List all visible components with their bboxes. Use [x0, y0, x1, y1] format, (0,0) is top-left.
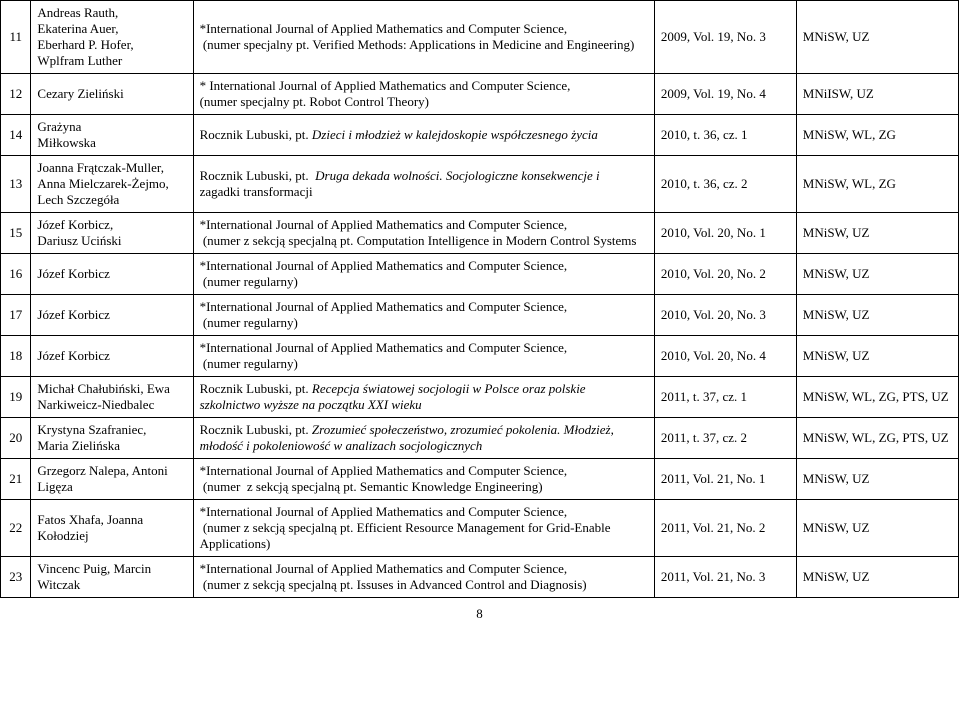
year-cell: 2010, t. 36, cz. 1 [654, 115, 796, 156]
row-number: 18 [1, 336, 31, 377]
author-cell: Józef Korbicz [31, 295, 193, 336]
row-number: 16 [1, 254, 31, 295]
table-row: 20Krystyna Szafraniec,Maria ZielińskaRoc… [1, 418, 959, 459]
author-cell: Józef Korbicz,Dariusz Uciński [31, 213, 193, 254]
table-row: 11Andreas Rauth,Ekaterina Auer,Eberhard … [1, 1, 959, 74]
row-number: 13 [1, 156, 31, 213]
funding-cell: MNiSW, WL, ZG, PTS, UZ [796, 377, 958, 418]
author-cell: Fatos Xhafa, JoannaKołodziej [31, 500, 193, 557]
year-cell: 2011, t. 37, cz. 2 [654, 418, 796, 459]
row-number: 11 [1, 1, 31, 74]
year-cell: 2011, t. 37, cz. 1 [654, 377, 796, 418]
year-cell: 2009, Vol. 19, No. 3 [654, 1, 796, 74]
year-cell: 2010, Vol. 20, No. 3 [654, 295, 796, 336]
publication-cell: *International Journal of Applied Mathem… [193, 213, 654, 254]
publication-cell: *International Journal of Applied Mathem… [193, 1, 654, 74]
publication-cell: Rocznik Lubuski, pt. Dzieci i młodzież w… [193, 115, 654, 156]
author-cell: Grzegorz Nalepa, AntoniLigęza [31, 459, 193, 500]
publication-cell: Rocznik Lubuski, pt. Recepcja światowej … [193, 377, 654, 418]
table-row: 23Vincenc Puig, MarcinWitczak*Internatio… [1, 557, 959, 598]
author-cell: Andreas Rauth,Ekaterina Auer,Eberhard P.… [31, 1, 193, 74]
table-row: 13Joanna Frątczak-Muller,Anna Mielczarek… [1, 156, 959, 213]
row-number: 23 [1, 557, 31, 598]
row-number: 22 [1, 500, 31, 557]
year-cell: 2009, Vol. 19, No. 4 [654, 74, 796, 115]
row-number: 20 [1, 418, 31, 459]
author-cell: Krystyna Szafraniec,Maria Zielińska [31, 418, 193, 459]
funding-cell: MNiSW, UZ [796, 295, 958, 336]
publication-cell: *International Journal of Applied Mathem… [193, 557, 654, 598]
table-row: 22Fatos Xhafa, JoannaKołodziej*Internati… [1, 500, 959, 557]
table-row: 15Józef Korbicz,Dariusz Uciński*Internat… [1, 213, 959, 254]
author-cell: Józef Korbicz [31, 254, 193, 295]
table-row: 19Michał Chałubiński, EwaNarkiweicz-Nied… [1, 377, 959, 418]
table-row: 14GrażynaMiłkowskaRocznik Lubuski, pt. D… [1, 115, 959, 156]
author-cell: Michał Chałubiński, EwaNarkiweicz-Niedba… [31, 377, 193, 418]
publication-cell: *International Journal of Applied Mathem… [193, 459, 654, 500]
author-cell: Vincenc Puig, MarcinWitczak [31, 557, 193, 598]
funding-cell: MNiSW, UZ [796, 500, 958, 557]
author-cell: Cezary Zieliński [31, 74, 193, 115]
row-number: 17 [1, 295, 31, 336]
page-number: 8 [0, 598, 959, 622]
author-cell: GrażynaMiłkowska [31, 115, 193, 156]
funding-cell: MNiSW, UZ [796, 1, 958, 74]
year-cell: 2011, Vol. 21, No. 2 [654, 500, 796, 557]
publication-cell: Rocznik Lubuski, pt. Druga dekada wolnoś… [193, 156, 654, 213]
publication-cell: *International Journal of Applied Mathem… [193, 500, 654, 557]
publication-cell: *International Journal of Applied Mathem… [193, 295, 654, 336]
year-cell: 2010, Vol. 20, No. 2 [654, 254, 796, 295]
table-row: 12Cezary Zieliński* International Journa… [1, 74, 959, 115]
publication-cell: *International Journal of Applied Mathem… [193, 254, 654, 295]
row-number: 15 [1, 213, 31, 254]
funding-cell: MNiSW, UZ [796, 557, 958, 598]
author-cell: Joanna Frątczak-Muller,Anna Mielczarek-Ż… [31, 156, 193, 213]
funding-cell: MNiSW, WL, ZG [796, 156, 958, 213]
publication-cell: *International Journal of Applied Mathem… [193, 336, 654, 377]
row-number: 21 [1, 459, 31, 500]
funding-cell: MNiSW, UZ [796, 254, 958, 295]
publications-table: 11Andreas Rauth,Ekaterina Auer,Eberhard … [0, 0, 959, 598]
funding-cell: MNiSW, UZ [796, 459, 958, 500]
table-row: 17Józef Korbicz*International Journal of… [1, 295, 959, 336]
year-cell: 2010, t. 36, cz. 2 [654, 156, 796, 213]
year-cell: 2011, Vol. 21, No. 3 [654, 557, 796, 598]
funding-cell: MNiSW, UZ [796, 213, 958, 254]
year-cell: 2010, Vol. 20, No. 4 [654, 336, 796, 377]
funding-cell: MNiSW, UZ [796, 336, 958, 377]
row-number: 12 [1, 74, 31, 115]
table-row: 18Józef Korbicz*International Journal of… [1, 336, 959, 377]
funding-cell: MNiSW, WL, ZG [796, 115, 958, 156]
funding-cell: MNiSW, WL, ZG, PTS, UZ [796, 418, 958, 459]
publication-cell: * International Journal of Applied Mathe… [193, 74, 654, 115]
year-cell: 2011, Vol. 21, No. 1 [654, 459, 796, 500]
funding-cell: MNiISW, UZ [796, 74, 958, 115]
author-cell: Józef Korbicz [31, 336, 193, 377]
table-row: 21Grzegorz Nalepa, AntoniLigęza*Internat… [1, 459, 959, 500]
row-number: 19 [1, 377, 31, 418]
row-number: 14 [1, 115, 31, 156]
year-cell: 2010, Vol. 20, No. 1 [654, 213, 796, 254]
table-row: 16Józef Korbicz*International Journal of… [1, 254, 959, 295]
publication-cell: Rocznik Lubuski, pt. Zrozumieć społeczeń… [193, 418, 654, 459]
